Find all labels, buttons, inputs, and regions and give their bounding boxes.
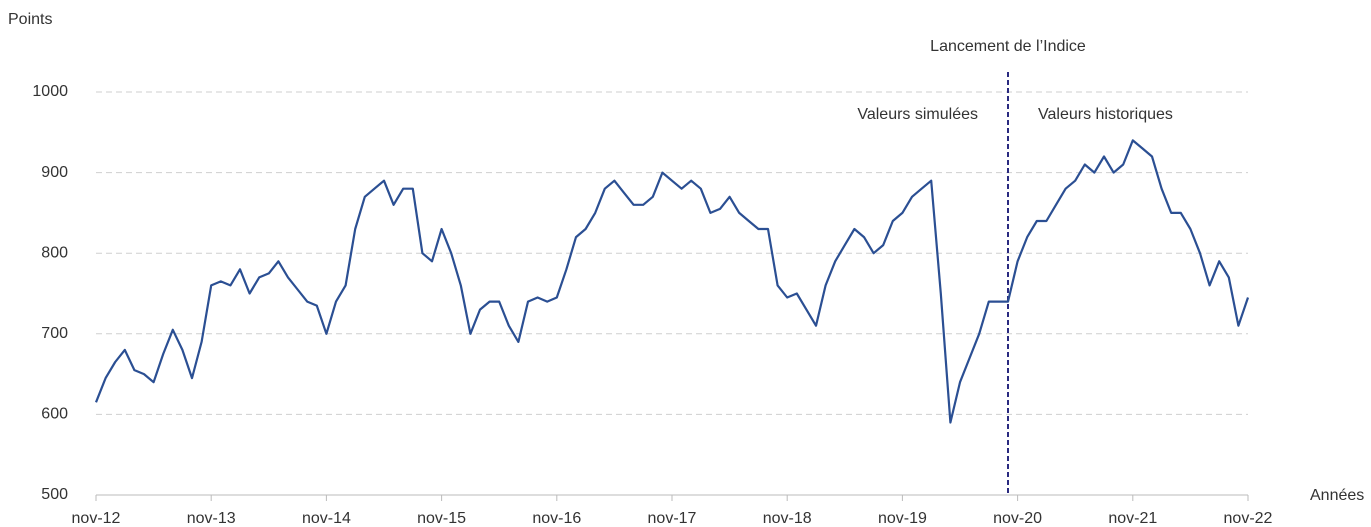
x-axis-label: Années xyxy=(1310,487,1364,504)
x-tick-label: nov-16 xyxy=(532,510,581,527)
y-tick-label: 600 xyxy=(41,406,68,423)
y-tick-label: 800 xyxy=(41,244,68,261)
x-tick-label: nov-14 xyxy=(302,510,351,527)
series-line xyxy=(94,139,1250,424)
annotation: Valeurs simulées xyxy=(857,106,978,123)
y-tick-label: 1000 xyxy=(32,83,68,100)
x-tick-label: nov-15 xyxy=(417,510,466,527)
annotation: Valeurs historiques xyxy=(1038,106,1173,123)
y-tick-label: 500 xyxy=(41,486,68,503)
annotation: Lancement de l’Indice xyxy=(930,38,1086,55)
x-tick-label: nov-19 xyxy=(878,510,927,527)
x-tick-label: nov-13 xyxy=(187,510,236,527)
x-tick-label: nov-17 xyxy=(648,510,697,527)
x-tick-label: nov-12 xyxy=(72,510,121,527)
x-tick-label: nov-18 xyxy=(763,510,812,527)
x-tick-label: nov-21 xyxy=(1108,510,1157,527)
x-tick-label: nov-20 xyxy=(993,510,1042,527)
y-axis-label: Points xyxy=(8,11,52,28)
x-tick-label: nov-22 xyxy=(1224,510,1273,527)
y-tick-label: 900 xyxy=(41,164,68,181)
y-tick-label: 700 xyxy=(41,325,68,342)
